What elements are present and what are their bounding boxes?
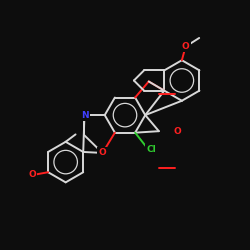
Text: O: O: [182, 42, 190, 51]
Text: O: O: [174, 127, 181, 136]
Text: O: O: [99, 148, 106, 158]
Text: N: N: [81, 110, 88, 120]
Text: Cl: Cl: [146, 146, 156, 154]
Text: O: O: [28, 170, 36, 179]
